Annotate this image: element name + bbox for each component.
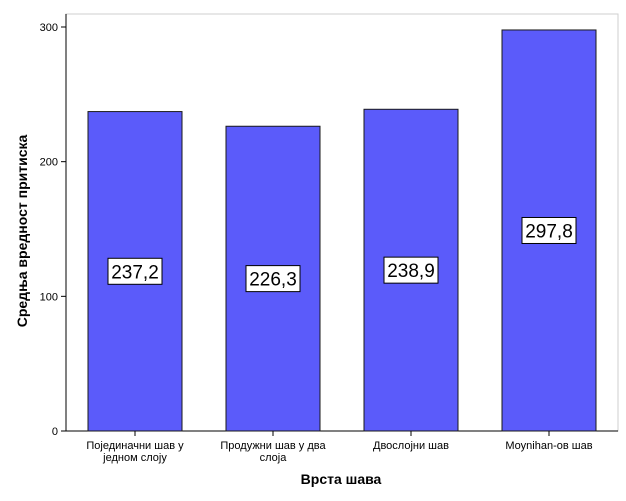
- x-tick-label: Moynihan-ов шав: [505, 440, 592, 452]
- data-label: 297,8: [521, 216, 577, 244]
- y-tick-label: 0: [52, 426, 58, 438]
- x-tick-label: Продужни шав у два слоја: [220, 440, 326, 464]
- y-axis: 0 100 200 300: [40, 22, 66, 438]
- y-tick-label: 100: [40, 291, 58, 303]
- x-tick-label-line: Moynihan-ов шав: [505, 440, 592, 452]
- bars: [87, 29, 597, 432]
- y-axis-title: Средња вредност притиска: [14, 135, 30, 328]
- data-label-box: [245, 265, 301, 293]
- data-label-box: [383, 256, 439, 284]
- data-label: 237,2: [107, 257, 163, 285]
- data-label-box: [107, 257, 163, 285]
- data-label-text: 226,3: [249, 270, 297, 291]
- x-tick-label-line: једном слоју: [102, 452, 167, 464]
- x-tick-label: Појединачни шав у једном слоју: [86, 440, 184, 464]
- x-tick-label-line: слоја: [260, 452, 288, 464]
- x-axis-title: Врста шава: [301, 471, 382, 487]
- data-label: 238,9: [383, 256, 439, 284]
- data-labels: 237,2 226,3 238,9 297,8: [107, 216, 577, 293]
- x-tick-label-line: Двослојни шав: [373, 440, 449, 452]
- x-tick-label-line: Појединачни шав у: [86, 440, 184, 452]
- data-label-box: [521, 216, 577, 244]
- y-tick-label: 300: [40, 22, 58, 34]
- data-label: 226,3: [245, 265, 301, 293]
- x-tick-label-line: Продужни шав у два: [220, 440, 326, 452]
- x-tick-label: Двослојни шав: [373, 440, 449, 452]
- data-label-text: 237,2: [111, 262, 159, 283]
- data-label-text: 238,9: [387, 261, 435, 282]
- data-label-text: 297,8: [525, 221, 573, 242]
- y-tick-label: 200: [40, 157, 58, 169]
- x-axis: Појединачни шав у једном слоју Продужни ша…: [86, 431, 593, 464]
